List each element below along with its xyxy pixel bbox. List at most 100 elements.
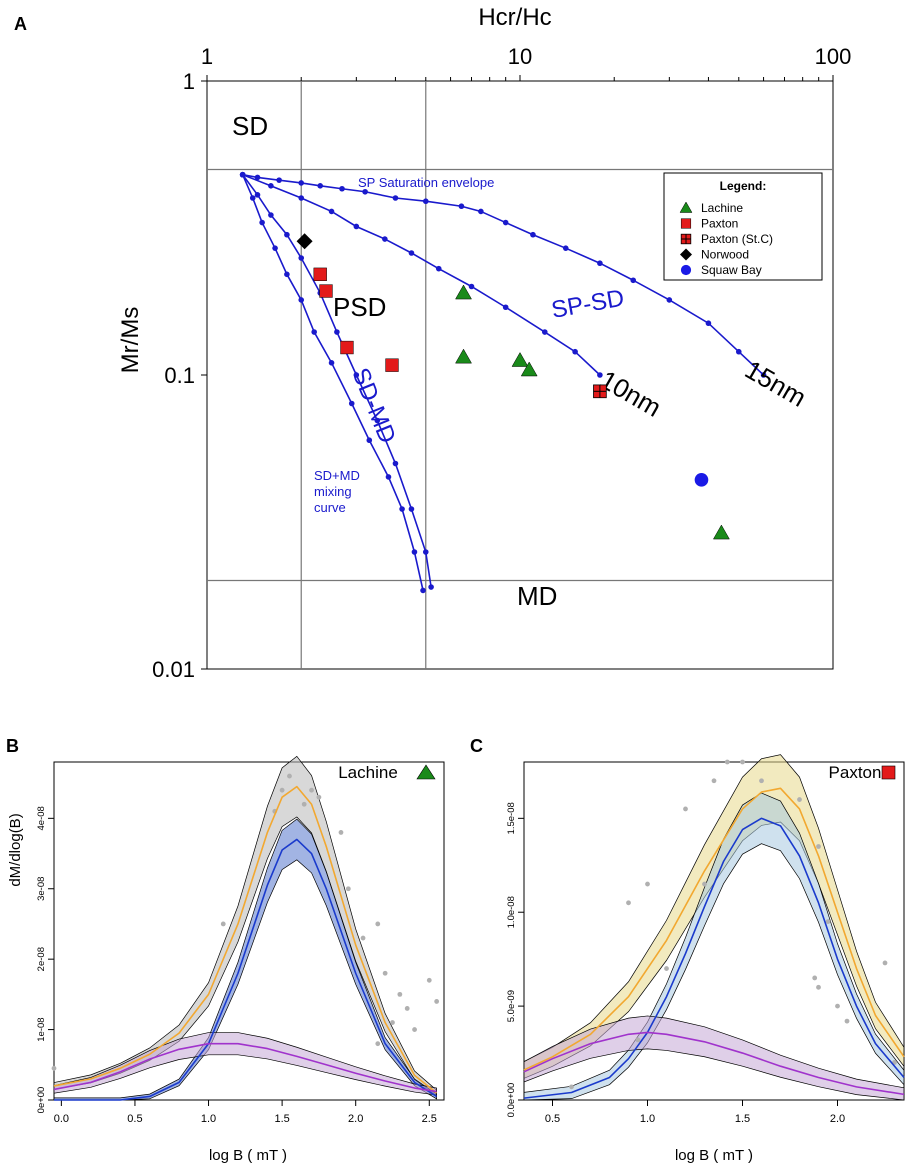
- component-line: [54, 838, 438, 1101]
- curve-point: [284, 271, 290, 278]
- data-point: [51, 1065, 57, 1071]
- data-point: [397, 991, 403, 997]
- data-point: [382, 970, 388, 976]
- curve-point: [530, 231, 536, 238]
- curve-point: [420, 587, 426, 594]
- data-point: [711, 778, 717, 784]
- data-point: [301, 801, 307, 807]
- y-tick-label: 0.01: [152, 657, 195, 682]
- component-line: [523, 787, 905, 1071]
- saturation-envelope-label: SP Saturation envelope: [358, 175, 494, 190]
- curve-point: [374, 417, 381, 424]
- data-point: [635, 1037, 641, 1043]
- curve-point: [272, 245, 278, 251]
- x-axis-title-c: log B ( mT ): [675, 1147, 753, 1164]
- x-axis-top: 1 10 100: [201, 44, 851, 81]
- data-point: [220, 921, 226, 927]
- point-norwood: [296, 233, 313, 250]
- y-tick-label: 0.1: [164, 363, 195, 388]
- square-marker-icon: [881, 765, 896, 780]
- curve-point: [562, 245, 569, 251]
- curve-point: [254, 174, 261, 181]
- axes-c: 0.5 1.0 1.5 2.0 0.0e+00 5.0e-09 1.0e-08 1.5e-08: [506, 802, 845, 1125]
- x-tick-label: 10: [508, 44, 532, 69]
- data-point: [882, 960, 888, 966]
- curve-point: [541, 329, 548, 335]
- data-point: [702, 881, 707, 887]
- y-tick-label: 4e-08: [36, 806, 47, 830]
- confidence-band: [53, 818, 437, 1101]
- panel-letter-a: A: [14, 14, 27, 34]
- y-tick-label: 1: [183, 69, 195, 94]
- x-tick-label: 1.5: [274, 1113, 289, 1125]
- x-tick-label: 2.5: [422, 1113, 437, 1125]
- data-point: [844, 1018, 850, 1024]
- x-tick-label: 2.0: [830, 1113, 845, 1125]
- data-point: [375, 921, 381, 927]
- y-tick-label: 1e-08: [36, 1017, 47, 1041]
- data-point: [683, 806, 688, 812]
- sd-md-label: SD-MD: [346, 364, 400, 447]
- point-paxton: [340, 340, 354, 355]
- raw-data-points-c: [569, 759, 897, 1090]
- data-point: [797, 797, 802, 802]
- data-point: [626, 900, 631, 906]
- sample-points: [296, 233, 730, 540]
- curve-point: [408, 506, 415, 512]
- component-line: [53, 785, 438, 1094]
- curve-point: [249, 195, 256, 201]
- data-point: [345, 886, 351, 892]
- confidence-bands-b: [53, 755, 437, 1101]
- curve-point: [385, 474, 392, 480]
- curve-point: [428, 584, 434, 590]
- component-line: [53, 1042, 437, 1093]
- curve-point: [411, 549, 418, 555]
- y-tick-label: 5.0e-09: [506, 990, 517, 1022]
- triangle-marker-icon: [416, 764, 436, 780]
- curve-point: [254, 192, 261, 198]
- curve-point: [328, 208, 335, 215]
- data-point: [316, 794, 322, 800]
- curve-point: [468, 283, 475, 290]
- sp-sd-label: SP-SD: [549, 285, 626, 324]
- y-axis-title: Mr/Ms: [117, 307, 144, 374]
- curve-point: [362, 188, 368, 195]
- curve-point: [334, 329, 340, 335]
- panel-letter-c: C: [470, 736, 483, 756]
- curve-point: [284, 231, 290, 238]
- curve-point: [666, 297, 673, 303]
- data-point: [434, 999, 440, 1004]
- point-lachine: [455, 348, 472, 364]
- curve-point: [408, 250, 415, 256]
- curve-point: [353, 372, 360, 378]
- legend-title: Legend:: [720, 179, 767, 193]
- plot-frame-c: [523, 761, 905, 1101]
- label-15nm: 15nm: [740, 354, 811, 413]
- curve-point: [366, 437, 373, 444]
- point-paxton: [313, 267, 327, 281]
- curve-point: [399, 506, 405, 512]
- legend-label-c: Paxton: [829, 763, 882, 782]
- data-point: [412, 1027, 417, 1032]
- x-tick-label: 100: [815, 44, 852, 69]
- point-lachine: [455, 284, 472, 300]
- curve-point: [353, 223, 360, 230]
- x-tick-label: 1.0: [201, 1113, 216, 1125]
- curve-point: [268, 183, 274, 189]
- legend-marker-icon: [680, 248, 692, 261]
- mixing-label-line1: SD+MD: [314, 468, 360, 483]
- legend-entry-label: Squaw Bay: [701, 263, 762, 277]
- legend-marker-icon: [679, 201, 693, 213]
- legend-entry-label: Paxton (St.C): [701, 232, 773, 246]
- legend-entry-label: Paxton: [701, 217, 738, 231]
- data-point: [664, 966, 669, 971]
- curve-point: [239, 171, 246, 178]
- legend-marker-icon: [680, 264, 692, 276]
- data-point: [390, 1020, 395, 1025]
- data-point: [812, 975, 818, 981]
- curve-point: [339, 185, 345, 192]
- component-line: [523, 817, 905, 1099]
- curve-point: [298, 180, 305, 186]
- curve-line: [241, 174, 424, 591]
